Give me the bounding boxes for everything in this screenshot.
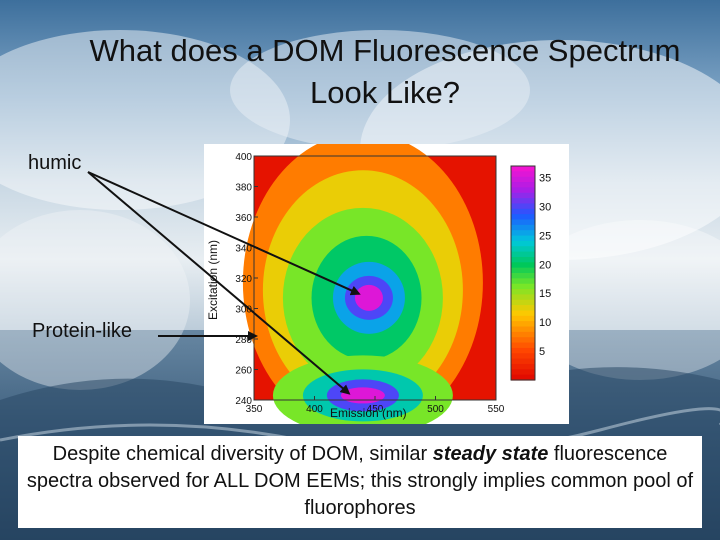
colorbar-segment: [511, 278, 535, 285]
colorbar-segment: [511, 374, 535, 381]
colorbar-segment: [511, 251, 535, 258]
colorbar-segment: [511, 331, 535, 338]
colorbar-segment: [511, 182, 535, 188]
colorbar-segment: [511, 208, 535, 215]
slide-title: What does a DOM Fluorescence Spectrum Lo…: [89, 33, 681, 110]
colorbar-tick-label: 25: [539, 230, 551, 242]
colorbar-segment: [511, 294, 535, 301]
y-tick-label: 300: [235, 305, 252, 316]
colorbar-segment: [511, 283, 535, 290]
y-tick-label: 280: [235, 335, 252, 346]
x-tick-label: 400: [306, 404, 323, 415]
colorbar-segment: [511, 289, 535, 295]
colorbar-segment: [511, 166, 535, 172]
colorbar-segment: [511, 310, 535, 317]
colorbar-segment: [511, 256, 535, 263]
colorbar-segment: [511, 273, 535, 279]
colorbar-segment: [511, 171, 535, 178]
colorbar-tick-label: 20: [539, 259, 551, 271]
y-tick-label: 400: [235, 152, 252, 163]
colorbar-segment: [511, 353, 535, 360]
colorbar-segment: [511, 321, 535, 328]
x-tick-label: 350: [246, 404, 263, 415]
peak-humic: [354, 284, 383, 311]
colorbar-segment: [511, 187, 535, 194]
caption-emphasis: steady state: [432, 443, 549, 465]
humic-arrow-to-lower-peak: [87, 171, 351, 395]
colorbar-segment: [511, 262, 535, 269]
colorbar-segment: [511, 267, 535, 274]
colorbar-segment: [511, 235, 535, 242]
colorbar-segment: [511, 363, 535, 370]
colorbar-tick-label: 15: [539, 288, 551, 300]
caption-text-2: fluorescence spectra observed for ALL DO…: [26, 443, 694, 519]
colorbar-tick-label: 35: [539, 173, 551, 185]
colorbar-segment: [511, 369, 535, 376]
colorbar-segment: [511, 192, 535, 199]
colorbar-tick-label: 10: [539, 317, 551, 329]
colorbar-segment: [511, 299, 535, 306]
colorbar-segment: [511, 326, 535, 333]
x-tick-label: 500: [427, 404, 444, 415]
caption-box: Despite chemical diversity of DOM, simil…: [18, 436, 702, 528]
colorbar-segment: [511, 219, 535, 226]
humic-arrow-to-peak: [87, 171, 361, 296]
colorbar-segment: [511, 246, 535, 253]
x-axis-label: Emission (nm): [330, 406, 407, 420]
colorbar-segment: [511, 214, 535, 221]
colorbar-segment: [511, 224, 535, 231]
colorbar-segment: [511, 240, 535, 247]
colorbar-segment: [511, 347, 535, 354]
y-tick-label: 380: [235, 183, 252, 194]
colorbar-segment: [511, 230, 535, 237]
y-tick-label: 340: [235, 244, 252, 255]
colorbar-segment: [511, 315, 535, 322]
x-tick-label: 550: [488, 404, 505, 415]
colorbar-segment: [511, 342, 535, 349]
y-tick-label: 260: [235, 366, 252, 377]
y-tick-label: 360: [235, 213, 252, 224]
colorbar-tick-label: 30: [539, 201, 551, 213]
y-tick-label: 240: [235, 396, 252, 407]
colorbar-segment: [511, 176, 535, 183]
colorbar-segment: [511, 337, 535, 344]
protein-like-label: Protein-like: [32, 320, 133, 342]
colorbar-frame: [510, 165, 536, 381]
y-tick-label: 320: [235, 274, 252, 285]
caption-text-1: Despite chemical diversity of DOM, simil…: [52, 443, 433, 465]
x-tick-label: 450: [367, 404, 384, 415]
colorbar-segment: [511, 203, 535, 210]
colorbar-tick-label: 5: [539, 346, 545, 358]
colorbar-segment: [511, 358, 535, 365]
humic-label: humic: [28, 152, 82, 174]
colorbar-segment: [511, 198, 535, 205]
peak-protein-like: [340, 387, 385, 404]
colorbar-segment: [511, 305, 535, 312]
